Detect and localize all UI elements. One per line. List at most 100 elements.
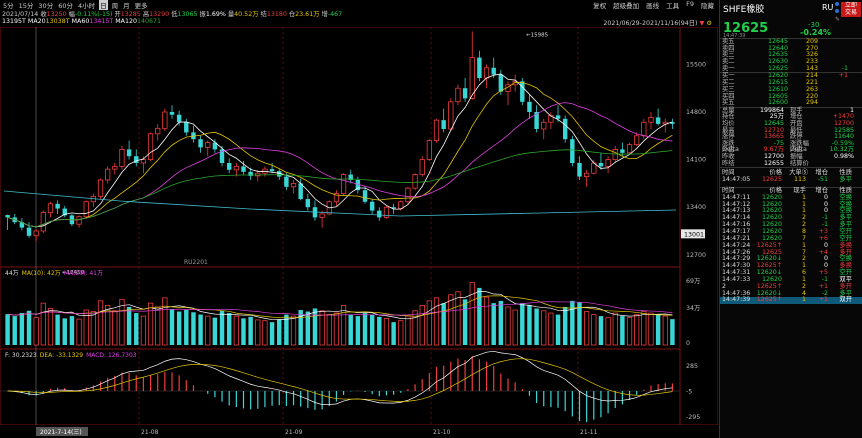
link-icon[interactable] [835, 2, 839, 6]
bids-row[interactable]: 买四 12605 220 [722, 92, 818, 100]
period-tab-3[interactable]: 60分 [58, 1, 73, 10]
date-range[interactable]: 2021/06/29-2021/11/16(94日) ▼ ⚙ [603, 20, 712, 27]
candle-body [284, 176, 289, 187]
candle-body [340, 174, 347, 194]
volume-bar [570, 300, 575, 345]
volume-bar [605, 317, 611, 346]
kline-chart-area[interactable]: 15500 14800 14100 13400 12700 13001 69万 34万 0 2… [0, 27, 718, 438]
tick-row[interactable]: 14:47:31 12620↓ 6 +5 空开 [722, 269, 852, 277]
tick-list[interactable]: 14:47:11 12620 1 0 空换 14:47:12 12620 1 0 空换 14:47:… [720, 193, 862, 305]
period-tab-5[interactable]: 日 [99, 0, 108, 10]
volume-bar [462, 299, 468, 345]
candle [541, 118, 547, 140]
candle-body [412, 174, 418, 189]
candle-body [83, 201, 89, 218]
asks-row[interactable]: 卖二 12630 233 [722, 58, 818, 66]
toolbar-right-item-2[interactable]: 画线 [646, 1, 660, 10]
volume-bar [112, 310, 118, 346]
candle-body [377, 210, 382, 218]
tick-row[interactable]: 14:47:36 12620↓ 4 -2 多平 [722, 289, 852, 297]
period-tab-2[interactable]: 30分 [38, 1, 54, 10]
candle-body [491, 67, 496, 75]
candle [333, 190, 340, 206]
toolbar-right-item-0[interactable]: 复权 [593, 1, 607, 10]
tick-row[interactable]: 14:47:39 12625↑ 1 +1 双开 [720, 297, 862, 305]
candle [126, 140, 132, 160]
settings-icon[interactable]: ⚙ [706, 20, 712, 27]
candle [76, 215, 82, 228]
bids-row[interactable]: 买二 12615 221 [722, 79, 818, 87]
dropdown-icon[interactable]: ▼ [699, 20, 705, 27]
tick-row[interactable]: 14:47:29 12620↓ 2 0 空换 [722, 255, 852, 263]
volume-bar [591, 314, 597, 346]
candle-body [455, 87, 461, 103]
period-tab-6[interactable]: 周 [111, 1, 119, 10]
big-order-row[interactable]: 14:47:05 12625 113 -51 多平 [722, 176, 852, 184]
period-tab-1[interactable]: 15分 [18, 1, 34, 10]
toolbar-right-item-5[interactable]: 隐藏 [701, 1, 714, 10]
price-tick-label: 14100 [686, 157, 706, 164]
big-order-header: 时间 价格 大单Ⓢ 增仓 性质 [722, 169, 852, 177]
volume-bar [248, 316, 253, 345]
tick-row[interactable]: 14:47:26 12625 7 +4 多开 [722, 248, 852, 256]
tick-row[interactable]: 14:47:21 12620 7 +6 空开 [722, 234, 852, 242]
asks-row[interactable]: 卖三 12635 326 [722, 51, 818, 59]
asks-row[interactable]: 卖五 12645 209 [722, 38, 818, 45]
info-settle: 13180 [266, 11, 287, 18]
toolbar-right-item-3[interactable]: 工具 [666, 1, 680, 10]
volume-bar [612, 312, 618, 346]
tick-row[interactable]: 2 12625↑ 2 +1 多开 [722, 282, 852, 290]
toolbar-right-item-1[interactable]: 超级叠加 [613, 1, 640, 10]
bids-row[interactable]: 买一 12620 214 +1 [722, 72, 848, 80]
quote-stats: 总量 199864 现手 1 持仓 25万 增仓 +1470 均价 12645 开盘 12700 最高 1… [720, 107, 862, 167]
volume-bar [312, 308, 318, 345]
tick-row[interactable]: 14:47:12 12620 1 0 空换 [722, 200, 852, 208]
tick-row[interactable]: 14:47:33 12620 1 -1 双平 [722, 275, 852, 283]
candle [412, 173, 418, 191]
period-tab-8[interactable]: 更多 [134, 1, 148, 10]
macd-header-diff: F: 30.2323 [5, 352, 37, 359]
edit-icon[interactable]: ✎ [835, 16, 841, 23]
candle [83, 200, 89, 219]
volume-bar [477, 287, 482, 345]
candle-body [47, 203, 54, 214]
bids-row[interactable]: 买五 12600 294 [722, 99, 818, 107]
toolbar-right-item-4[interactable]: F9 [686, 0, 694, 8]
quote-time: 14:47:39 [723, 33, 746, 39]
volume-bar [433, 297, 440, 346]
candle [290, 180, 297, 194]
tick-row[interactable]: 14:47:13 12620 1 0 空换 [722, 207, 852, 215]
macd-axis: 285 -5 -295 [686, 363, 700, 421]
period-tab-4[interactable]: 4小时 [77, 1, 96, 10]
candle [527, 95, 532, 119]
asks-row[interactable]: 卖一 12625 143 -1 [722, 64, 848, 72]
volume-bar [641, 311, 647, 346]
volume-bar [448, 294, 454, 346]
tick-row[interactable]: 14:47:16 12620 2 -1 多平 [722, 221, 852, 229]
volume-tick-label: 0 [686, 340, 690, 347]
candle [233, 163, 239, 177]
candle-body [355, 180, 361, 191]
trade-now-button[interactable]: 立即 交易 [841, 2, 861, 17]
contract-label: RU2201 [184, 259, 208, 266]
volume-bar [12, 316, 17, 345]
tick-row[interactable]: 14:47:11 12620 1 0 空换 [722, 193, 852, 201]
tick-row[interactable]: 14:47:14 12620 2 -1 多平 [722, 214, 852, 222]
candle-body [184, 122, 189, 133]
volume-bar [377, 316, 382, 345]
alert-icon[interactable] [835, 9, 839, 13]
candle [90, 193, 96, 208]
candle-body [555, 115, 561, 119]
candle [26, 222, 32, 238]
candle-body [176, 114, 182, 123]
tick-row[interactable]: 14:47:17 12620 8 +3 空开 [722, 227, 852, 235]
candle-body [541, 121, 547, 130]
tick-row[interactable]: 14:47:24 12625↑ 1 0 多换 [722, 241, 852, 249]
ma-lines [3, 73, 677, 228]
tick-row[interactable]: 14:47:30 12625↑ 1 0 多换 [722, 262, 852, 270]
asks-row[interactable]: 卖四 12640 270 [722, 44, 818, 52]
ma60-value: 13415T [89, 18, 114, 25]
period-tab-7[interactable]: 月 [123, 1, 130, 10]
period-tab-0[interactable]: 5分 [3, 1, 14, 10]
bids-row[interactable]: 买三 12610 263 [722, 85, 818, 93]
